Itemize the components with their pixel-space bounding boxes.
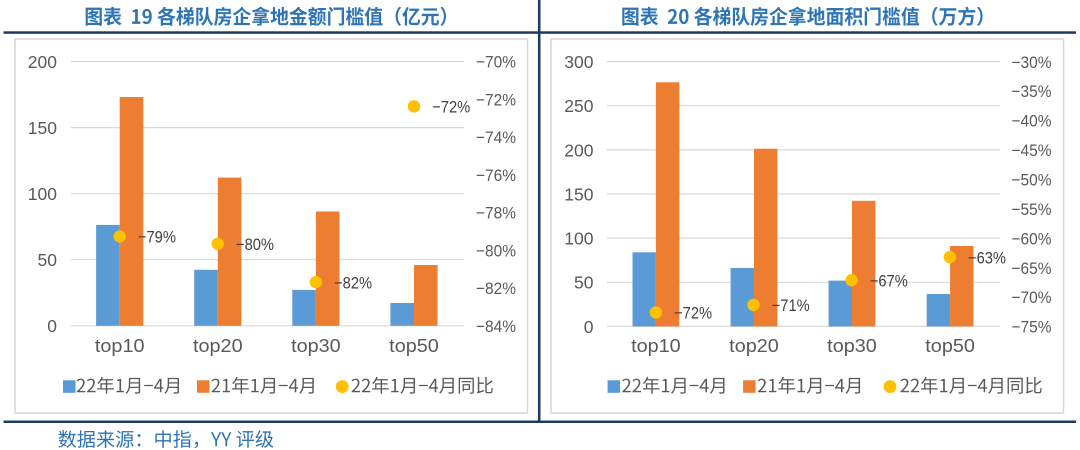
svg-text:−78%: −78% bbox=[476, 204, 516, 223]
svg-text:−74%: −74% bbox=[476, 128, 516, 147]
svg-text:−70%: −70% bbox=[476, 53, 516, 72]
svg-text:top30: top30 bbox=[827, 336, 877, 356]
svg-text:−45%: −45% bbox=[1012, 141, 1052, 160]
svg-text:−65%: −65% bbox=[1012, 259, 1052, 278]
svg-text:200: 200 bbox=[564, 140, 593, 160]
svg-text:50: 50 bbox=[574, 273, 594, 293]
svg-text:top20: top20 bbox=[729, 336, 779, 356]
svg-text:−60%: −60% bbox=[1012, 229, 1052, 248]
svg-text:top20: top20 bbox=[193, 336, 243, 356]
svg-text:100: 100 bbox=[564, 229, 593, 249]
svg-text:−35%: −35% bbox=[1012, 82, 1052, 101]
svg-text:150: 150 bbox=[28, 118, 57, 138]
svg-text:−79%: −79% bbox=[138, 228, 176, 247]
svg-text:−70%: −70% bbox=[1012, 288, 1052, 307]
svg-text:top10: top10 bbox=[95, 336, 145, 356]
svg-text:−80%: −80% bbox=[476, 241, 516, 260]
svg-text:−40%: −40% bbox=[1012, 112, 1052, 131]
svg-text:250: 250 bbox=[564, 96, 593, 116]
svg-text:−72%: −72% bbox=[674, 304, 712, 323]
svg-text:−84%: −84% bbox=[476, 317, 516, 336]
svg-text:−30%: −30% bbox=[1012, 53, 1052, 72]
svg-text:top50: top50 bbox=[389, 336, 439, 356]
svg-text:0: 0 bbox=[47, 316, 57, 336]
svg-text:−80%: −80% bbox=[236, 235, 274, 254]
svg-text:−50%: −50% bbox=[1012, 170, 1052, 189]
svg-text:150: 150 bbox=[564, 184, 593, 204]
svg-text:100: 100 bbox=[28, 184, 57, 204]
svg-text:300: 300 bbox=[564, 52, 593, 72]
svg-text:−76%: −76% bbox=[476, 166, 516, 185]
svg-text:−63%: −63% bbox=[968, 248, 1006, 267]
svg-text:top10: top10 bbox=[631, 336, 681, 356]
svg-text:top50: top50 bbox=[925, 336, 975, 356]
svg-text:−72%: −72% bbox=[476, 90, 516, 109]
svg-text:−75%: −75% bbox=[1012, 318, 1052, 337]
svg-text:200: 200 bbox=[28, 52, 57, 72]
svg-text:−55%: −55% bbox=[1012, 200, 1052, 219]
svg-text:top30: top30 bbox=[291, 336, 341, 356]
svg-text:−71%: −71% bbox=[772, 296, 810, 315]
svg-text:0: 0 bbox=[584, 317, 594, 337]
svg-text:−67%: −67% bbox=[870, 271, 908, 290]
svg-text:−72%: −72% bbox=[432, 98, 470, 117]
svg-text:−82%: −82% bbox=[476, 279, 516, 298]
svg-text:50: 50 bbox=[38, 250, 58, 270]
svg-text:−82%: −82% bbox=[334, 273, 372, 292]
